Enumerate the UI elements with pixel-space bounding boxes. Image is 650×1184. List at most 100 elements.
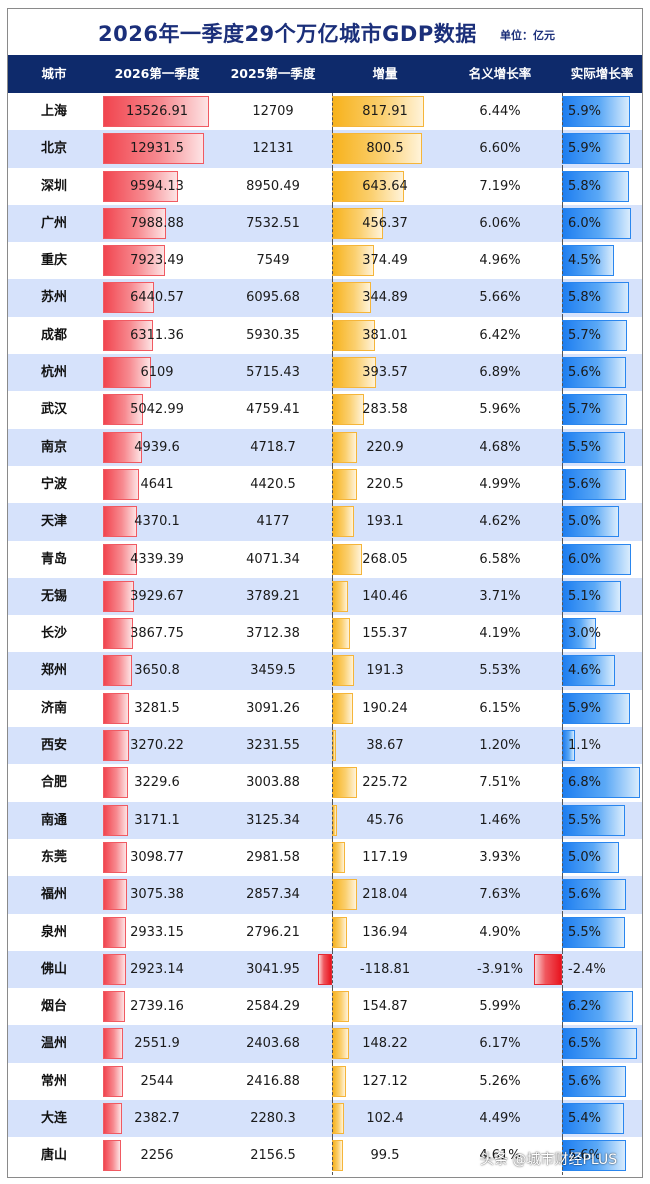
increase-bar (332, 96, 424, 127)
gdp-2026-value: 6109 (140, 365, 174, 381)
increase-value: 38.67 (366, 738, 404, 754)
table-row[interactable]: 南京 4939.6 4718.7 220.9 4.68% 5.5% (8, 428, 642, 466)
city-name: 佛山 (40, 961, 67, 977)
real-growth-axis (562, 540, 564, 578)
table-frame: 2026年一季度29个万亿城市GDP数据 单位：亿元 城市 2026第一季度 2… (7, 8, 643, 1178)
real-growth-bar (562, 1065, 627, 1097)
increase-value: 374.49 (362, 253, 408, 269)
real-growth-value: 3.0% (568, 626, 602, 642)
gdp-2026-bar (103, 879, 128, 911)
table-row[interactable]: 重庆 7923.49 7549 374.49 4.96% 4.5% (8, 242, 642, 280)
increase-value: 155.37 (362, 626, 408, 642)
column-header-real-growth[interactable]: 实际增长率 (570, 66, 634, 81)
real-growth-value: 5.1% (568, 588, 602, 604)
real-growth-value: 5.9% (568, 700, 602, 716)
real-growth-axis (562, 316, 564, 355)
city-name: 泉州 (40, 924, 67, 940)
real-growth-value: 4.5% (568, 253, 602, 269)
table-row[interactable]: 大连 2382.7 2280.3 102.4 4.49% 5.4% (8, 1100, 642, 1138)
column-header-q1-2025[interactable]: 2025第一季度 (230, 66, 316, 81)
gdp-2026-value: 3075.38 (130, 887, 184, 903)
table-row[interactable]: 深圳 9594.13 8950.49 643.64 7.19% 5.8% (8, 167, 642, 205)
table-row[interactable]: 泉州 2933.15 2796.21 136.94 4.90% 5.5% (8, 913, 642, 951)
gdp-2026-value: 6440.57 (130, 290, 184, 306)
gdp-2026-value: 2551.9 (134, 1036, 180, 1052)
table-row[interactable]: 烟台 2739.16 2584.29 154.87 5.99% 6.2% (8, 988, 642, 1026)
nominal-growth-value: 7.51% (479, 775, 521, 791)
nominal-growth-value: 6.44% (479, 104, 521, 119)
gdp-2026-value: 3171.1 (134, 812, 180, 828)
gdp-2025-value: 3231.55 (246, 738, 300, 754)
gdp-2026-value: 3867.75 (130, 626, 184, 642)
real-growth-bar-negative (534, 953, 562, 985)
table-row[interactable]: 济南 3281.5 3091.26 190.24 6.15% 5.9% (8, 689, 642, 728)
gdp-2026-value: 4641 (140, 476, 174, 492)
real-growth-value: 1.1% (568, 738, 602, 754)
gdp-2025-value: 3125.34 (246, 812, 300, 828)
gdp-2026-value: 6311.36 (130, 327, 184, 343)
real-growth-bar (562, 133, 630, 165)
table-row[interactable]: 无锡 3929.67 3789.21 140.46 3.71% 5.1% (8, 577, 642, 616)
real-growth-value: 5.4% (568, 1111, 602, 1127)
increase-axis (332, 204, 334, 243)
table-row[interactable]: 天津 4370.1 4177 193.1 4.62% 5.0% (8, 503, 642, 541)
real-growth-bar (562, 170, 629, 202)
gdp-2025-value: 2981.58 (246, 849, 300, 865)
increase-value: 99.5 (370, 1148, 400, 1164)
table-row[interactable]: 宁波 4641 4420.5 220.5 4.99% 5.6% (8, 465, 642, 504)
nominal-growth-value: 4.68% (479, 439, 521, 455)
table-row[interactable]: 唐山 2256 2156.5 99.5 4.61% 5.6% (8, 1137, 642, 1175)
table-row[interactable]: 合肥 3229.6 3003.88 225.72 7.51% 6.8% (8, 764, 642, 802)
real-growth-value: 6.5% (568, 1036, 602, 1052)
city-name: 长沙 (40, 626, 67, 642)
nominal-growth-value: -3.91% (477, 961, 523, 977)
increase-bar (332, 879, 357, 911)
real-growth-axis (562, 950, 564, 989)
real-growth-value: 5.9% (568, 104, 602, 119)
gdp-2026-value: 4339.39 (130, 551, 184, 567)
table-row[interactable]: 福州 3075.38 2857.34 218.04 7.63% 5.6% (8, 876, 642, 914)
table-row[interactable]: 南通 3171.1 3125.34 45.76 1.46% 5.5% (8, 801, 642, 839)
increase-axis (332, 1025, 334, 1063)
gdp-2025-value: 4071.34 (246, 551, 300, 567)
gdp-2026-bar (103, 1065, 123, 1097)
gdp-2026-value: 12931.5 (130, 141, 184, 157)
increase-value: 220.5 (366, 476, 404, 492)
table-row[interactable]: 常州 2544 2416.88 127.12 5.26% 5.6% (8, 1062, 642, 1101)
increase-axis (332, 764, 334, 802)
table-row[interactable]: 成都 6311.36 5930.35 381.01 6.42% 5.7% (8, 316, 642, 355)
column-header-q1-2026[interactable]: 2026第一季度 (114, 66, 200, 81)
table-row[interactable]: 上海 13526.91 12709 817.91 6.44% 5.9% (8, 93, 642, 131)
real-growth-axis (562, 1100, 564, 1138)
table-row[interactable]: 佛山 2923.14 3041.95 -118.81 -3.91% -2.4% (8, 950, 642, 989)
gdp-2026-bar (103, 1103, 122, 1135)
column-header-city[interactable]: 城市 (41, 66, 67, 81)
real-growth-bar (562, 282, 629, 314)
increase-value: 191.3 (366, 663, 404, 679)
table-row[interactable]: 温州 2551.9 2403.68 148.22 6.17% 6.5% (8, 1025, 642, 1063)
gdp-2025-value: 3091.26 (246, 700, 300, 716)
table-row[interactable]: 东莞 3098.77 2981.58 117.19 3.93% 5.0% (8, 838, 642, 877)
table-row[interactable]: 长沙 3867.75 3712.38 155.37 4.19% 3.0% (8, 615, 642, 653)
city-name: 福州 (40, 887, 67, 903)
table-row[interactable]: 北京 12931.5 12131 800.5 6.60% 5.9% (8, 130, 642, 168)
table-row[interactable]: 苏州 6440.57 6095.68 344.89 5.66% 5.8% (8, 279, 642, 317)
column-header-nominal-growth[interactable]: 名义增长率 (468, 66, 532, 81)
nominal-growth-value: 5.53% (479, 663, 521, 679)
unit-label: 单位：亿元 (500, 29, 555, 42)
table-row[interactable]: 郑州 3650.8 3459.5 191.3 5.53% 4.6% (8, 652, 642, 690)
gdp-2025-value: 3712.38 (246, 626, 300, 642)
table-row[interactable]: 广州 7988.88 7532.51 456.37 6.06% 6.0% (8, 204, 642, 243)
real-growth-axis (562, 503, 564, 541)
table-row[interactable]: 杭州 6109 5715.43 393.57 6.89% 5.6% (8, 354, 642, 392)
increase-axis (332, 615, 334, 653)
increase-axis (332, 652, 334, 690)
nominal-growth-value: 4.62% (479, 514, 521, 530)
table-row[interactable]: 青岛 4339.39 4071.34 268.05 6.58% 6.0% (8, 540, 642, 578)
table-row[interactable]: 西安 3270.22 3231.55 38.67 1.20% 1.1% (8, 727, 642, 765)
gdp-2025-value: 3003.88 (246, 775, 300, 791)
real-growth-bar (562, 916, 626, 948)
table-row[interactable]: 武汉 5042.99 4759.41 283.58 5.96% 5.7% (8, 391, 642, 429)
column-header-increase[interactable]: 增量 (372, 66, 398, 81)
nominal-growth-value: 7.19% (479, 178, 521, 194)
